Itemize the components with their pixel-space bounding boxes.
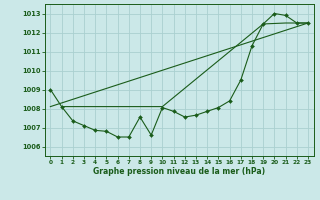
X-axis label: Graphe pression niveau de la mer (hPa): Graphe pression niveau de la mer (hPa): [93, 167, 265, 176]
